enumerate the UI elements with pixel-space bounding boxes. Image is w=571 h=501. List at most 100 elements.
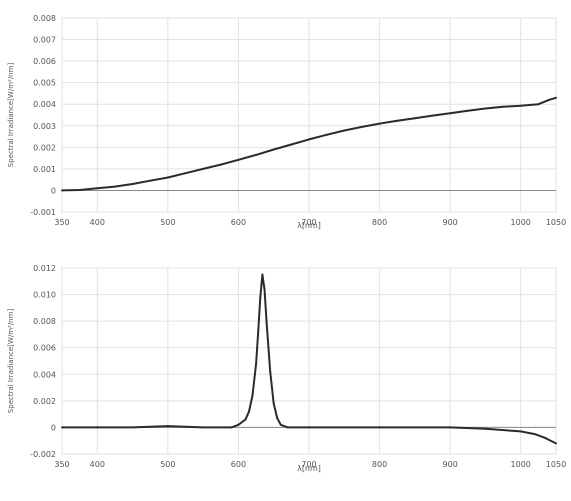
chart-2-data-point — [265, 322, 268, 325]
chart-2-data-point — [261, 273, 264, 276]
chart-2-data-point — [251, 394, 254, 397]
chart-2-data-point — [533, 433, 536, 436]
chart-2-data-point — [484, 427, 487, 430]
chart-1-data-point — [184, 172, 187, 175]
chart-1-y-tick-label: 0.006 — [33, 57, 56, 66]
chart-1-data-point — [255, 153, 258, 156]
chart-2-y-tick-label: 0.002 — [33, 397, 56, 406]
chart-2-data-point — [96, 426, 99, 429]
chart-2-x-tick-label: 1050 — [546, 460, 566, 469]
chart-1-data-point — [537, 103, 540, 106]
chart-1-data-point — [396, 119, 399, 122]
chart-1-x-tick-label: 400 — [90, 218, 105, 227]
chart-1-y-tick-label: 0.003 — [33, 122, 56, 131]
chart-2-data-point — [166, 425, 169, 428]
chart-1-data-point — [113, 185, 116, 188]
chart-2-data-point — [269, 370, 272, 373]
chart-2-data-point — [230, 426, 233, 429]
chart-1-x-tick-label: 1050 — [546, 218, 566, 227]
chart-1-data-point — [308, 138, 310, 141]
chart-1-y-tick-label: 0 — [51, 186, 56, 195]
chart-1-y-tick-label: 0.005 — [33, 79, 56, 88]
chart-2-data-point — [555, 442, 557, 445]
chart-2-data-point — [237, 423, 240, 426]
chart-1-data-point — [131, 182, 134, 185]
chart-2-data-point — [272, 402, 275, 405]
chart-1-x-tick-label: 700 — [301, 218, 316, 227]
chart-2-y-tick-label: 0.010 — [33, 291, 56, 300]
chart-2-y-tick-label: 0.004 — [33, 370, 56, 379]
chart-1-data-point — [449, 112, 452, 115]
chart-2-x-tick-label: 400 — [90, 460, 105, 469]
chart-1: -0.001 0 0.001 0.002 0.003 0.004 0.005 0.006 0.0… — [7, 14, 566, 230]
chart-1-data-point — [378, 122, 381, 125]
chart-1-data-point — [61, 189, 63, 192]
chart-2-data-point — [449, 426, 452, 429]
chart-2-data-point — [378, 426, 381, 429]
chart-2-data-point — [286, 426, 289, 429]
chart-1-data-point — [360, 125, 363, 128]
chart-2-data-point — [255, 362, 258, 365]
chart-1-data-point — [547, 98, 550, 101]
chart-1-data-point — [219, 163, 222, 166]
chart-1-x-tick-label: 600 — [231, 218, 246, 227]
chart-2-x-tick-label: 500 — [160, 460, 175, 469]
chart-1-data-point — [149, 179, 152, 182]
chart-1-data-point — [555, 96, 557, 99]
chart-1-y-tick-label: 0.002 — [33, 143, 56, 152]
chart-1-data-point — [519, 104, 522, 107]
chart-1-y-tick-label: -0.001 — [30, 208, 56, 217]
chart-1-y-tick-label: 0.001 — [33, 165, 56, 174]
chart-2-y-tick-label: 0.012 — [33, 264, 56, 273]
chart-2-data-point — [61, 426, 63, 429]
chart-1-y-tick-label: 0.008 — [33, 14, 56, 23]
chart-2-x-tick-label: 600 — [231, 460, 246, 469]
chart-2-y-tick-label: 0.008 — [33, 317, 56, 326]
chart-1-series-line — [61, 96, 557, 192]
chart-2-data-point — [244, 418, 247, 421]
chart-1-data-point — [325, 133, 328, 136]
chart-2-data-point — [276, 417, 279, 420]
chart-1-x-tick-label: 350 — [54, 218, 69, 227]
chart-1-data-point — [96, 187, 99, 190]
chart-2-data-point — [308, 426, 310, 429]
chart-2-x-tick-label: 1000 — [511, 460, 531, 469]
chart-1-data-point — [202, 167, 205, 170]
chart-1-data-point — [502, 105, 505, 108]
chart-1-x-tick-label: 800 — [372, 218, 387, 227]
chart-1-data-point — [343, 129, 346, 132]
chart-1-data-point — [237, 158, 240, 161]
chart-2-data-point — [259, 296, 262, 299]
chart-2-x-tick-label: 900 — [443, 460, 458, 469]
chart-2-data-point — [131, 426, 134, 429]
chart-2-y-tick-label: 0 — [51, 423, 56, 432]
chart-2-y-axis-label: Spectral Irradiance[W/m²/nm] — [7, 309, 15, 414]
chart-2-data-point — [257, 330, 260, 333]
chart-2-x-tick-label: 800 — [372, 460, 387, 469]
chart-1-data-point — [290, 143, 293, 146]
chart-2-data-point — [544, 437, 547, 440]
chart-1-y-tick-label: 0.004 — [33, 100, 56, 109]
chart-1-data-point — [413, 117, 416, 120]
chart-1-data-point — [431, 114, 434, 117]
chart-1-data-point — [166, 176, 169, 179]
chart-2-y-tick-label: 0.006 — [33, 344, 56, 353]
chart-2-data-point — [202, 426, 205, 429]
chart-2-x-tick-label: 700 — [301, 460, 316, 469]
chart-2-x-tick-label: 350 — [54, 460, 69, 469]
chart-1-data-point — [466, 109, 469, 112]
chart-2-data-point — [279, 423, 282, 426]
chart-2-x-axis-label: λ[nm] — [297, 464, 321, 473]
chart-2-y-tick-label: -0.002 — [30, 450, 56, 459]
chart-1-y-tick-label: 0.007 — [33, 36, 56, 45]
chart-1-data-point — [78, 189, 81, 192]
chart-1-x-tick-label: 500 — [160, 218, 175, 227]
chart-1-x-axis-label: λ[nm] — [297, 221, 321, 230]
chart-2-data-point — [248, 410, 251, 413]
chart-2: -0.002 0 0.002 0.004 0.006 0.008 0.010 0.012 350… — [7, 264, 566, 473]
chart-1-y-axis-label: Spectral Irradiance[W/m²/nm] — [7, 63, 15, 168]
chart-1-data-point — [272, 148, 275, 151]
chart-1-x-tick-label: 1000 — [511, 218, 531, 227]
chart-1-x-tick-label: 900 — [443, 218, 458, 227]
